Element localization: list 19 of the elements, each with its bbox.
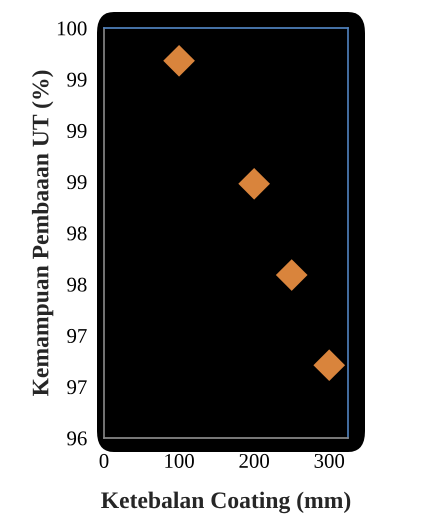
x-tick-label: 300 xyxy=(314,454,344,468)
y-tick-label: 97 xyxy=(67,328,87,343)
y-tick-label: 99 xyxy=(67,124,86,138)
y-tick-label: 98 xyxy=(67,278,87,292)
x-tick-label: 200 xyxy=(239,454,269,468)
y-tick-label: 97 xyxy=(67,380,87,394)
y-tick-label: 99 xyxy=(67,72,86,87)
y-tick-label: 98 xyxy=(67,226,87,240)
point xyxy=(313,349,346,382)
y-tick-label: 100 xyxy=(58,21,87,36)
x-tick-label: 100 xyxy=(165,454,194,468)
y-tick-label: 96 xyxy=(67,431,87,446)
y-axis-title: Kemampuan Pembaaan UT (%) xyxy=(32,70,54,396)
point xyxy=(238,168,270,200)
point xyxy=(276,259,308,291)
x-axis-title: Ketebalan Coating (mm) xyxy=(101,492,350,514)
y-tick-label: 99 xyxy=(67,175,86,190)
point xyxy=(163,44,195,77)
x-tick-label: 0 xyxy=(100,454,108,468)
